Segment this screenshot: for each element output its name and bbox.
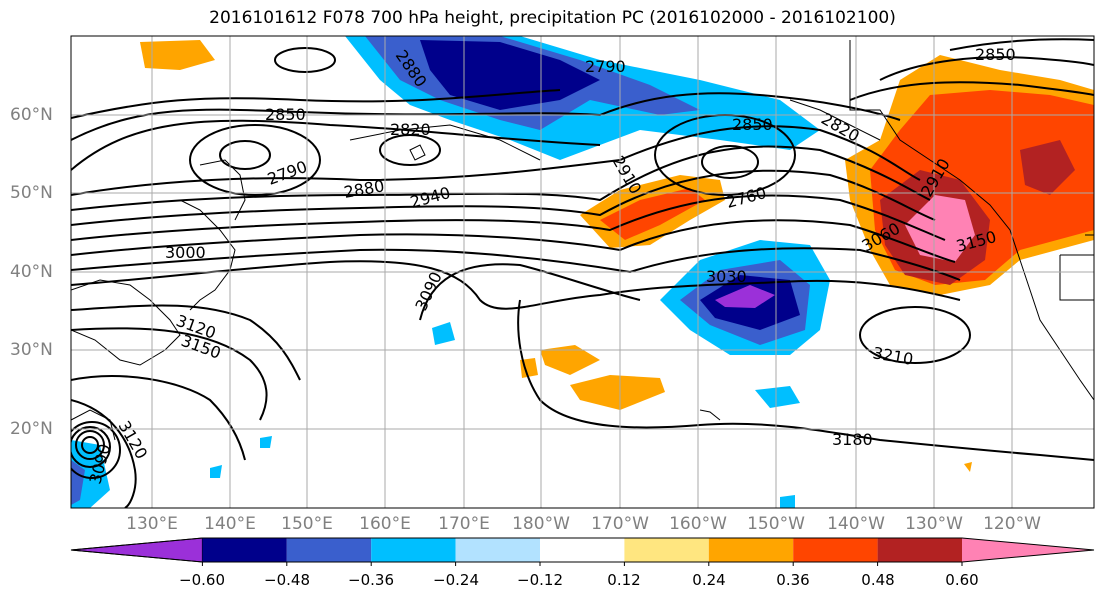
colorbar-segment [962, 538, 1094, 562]
negative-anomaly-north-deep [420, 40, 600, 110]
lon-label: 160°E [359, 514, 411, 534]
lon-label: 180°W [512, 514, 570, 534]
colorbar-segment [877, 538, 962, 562]
negative-anomaly-central-extreme [715, 285, 775, 308]
lon-label: 120°W [983, 514, 1041, 534]
colorbar-segment [455, 538, 540, 562]
colorbar-tick-label: −0.24 [433, 571, 479, 589]
lon-label: 160°W [669, 514, 727, 534]
lon-label: 150°W [747, 514, 805, 534]
lon-label: 140°W [827, 514, 885, 534]
contour-label: 2820 [390, 120, 431, 139]
chart-title: 2016101612 F078 700 hPa height, precipit… [209, 8, 896, 28]
colorbar-tick-label: −0.36 [348, 571, 394, 589]
colorbar-segment [540, 538, 625, 562]
colorbar-tick-label: 0.24 [692, 571, 726, 589]
colorbar-tick-label: 0.36 [776, 571, 810, 589]
colorbar-segment [202, 538, 287, 562]
lat-label: 20°N [10, 419, 53, 439]
lat-label: 60°N [10, 105, 53, 125]
contour-label: 3180 [832, 430, 873, 449]
contour-label: 3000 [165, 243, 206, 262]
lon-label: 170°W [591, 514, 649, 534]
contour-label: 2790 [585, 57, 626, 76]
colorbar-segment [286, 538, 372, 562]
colorbar-tick-label: 0.60 [945, 571, 979, 589]
plot-frame [70, 35, 1095, 509]
colorbar-segment [708, 538, 794, 562]
colorbar-tick-label: −0.12 [517, 571, 563, 589]
lon-label: 130°W [905, 514, 963, 534]
lon-label: 150°E [281, 514, 333, 534]
lat-label: 40°N [10, 262, 53, 282]
colorbar-tick-label: −0.48 [264, 571, 310, 589]
colorbar-segment [371, 538, 456, 562]
colorbar-tick-label: 0.12 [607, 571, 641, 589]
lon-label: 140°E [204, 514, 256, 534]
lon-label: 130°E [126, 514, 178, 534]
colorbar-segment [70, 537, 203, 563]
positive-anomaly-extreme [905, 195, 975, 262]
contour-label: 2850 [732, 115, 773, 134]
contour-label: 2850 [265, 105, 306, 124]
colorbar-segment [793, 538, 878, 562]
colorbar [70, 537, 1095, 566]
colorbar-tick-label: −0.60 [179, 571, 225, 589]
grid [71, 36, 1094, 508]
height-contours [71, 38, 1094, 508]
lat-label: 30°N [10, 340, 53, 360]
lon-label: 170°E [438, 514, 490, 534]
colorbar-tick-label: 0.48 [861, 571, 895, 589]
lat-label: 50°N [10, 183, 53, 203]
contour-label: 2850 [975, 45, 1016, 64]
contour-label: 3030 [706, 267, 747, 286]
colorbar-segment [624, 538, 709, 562]
